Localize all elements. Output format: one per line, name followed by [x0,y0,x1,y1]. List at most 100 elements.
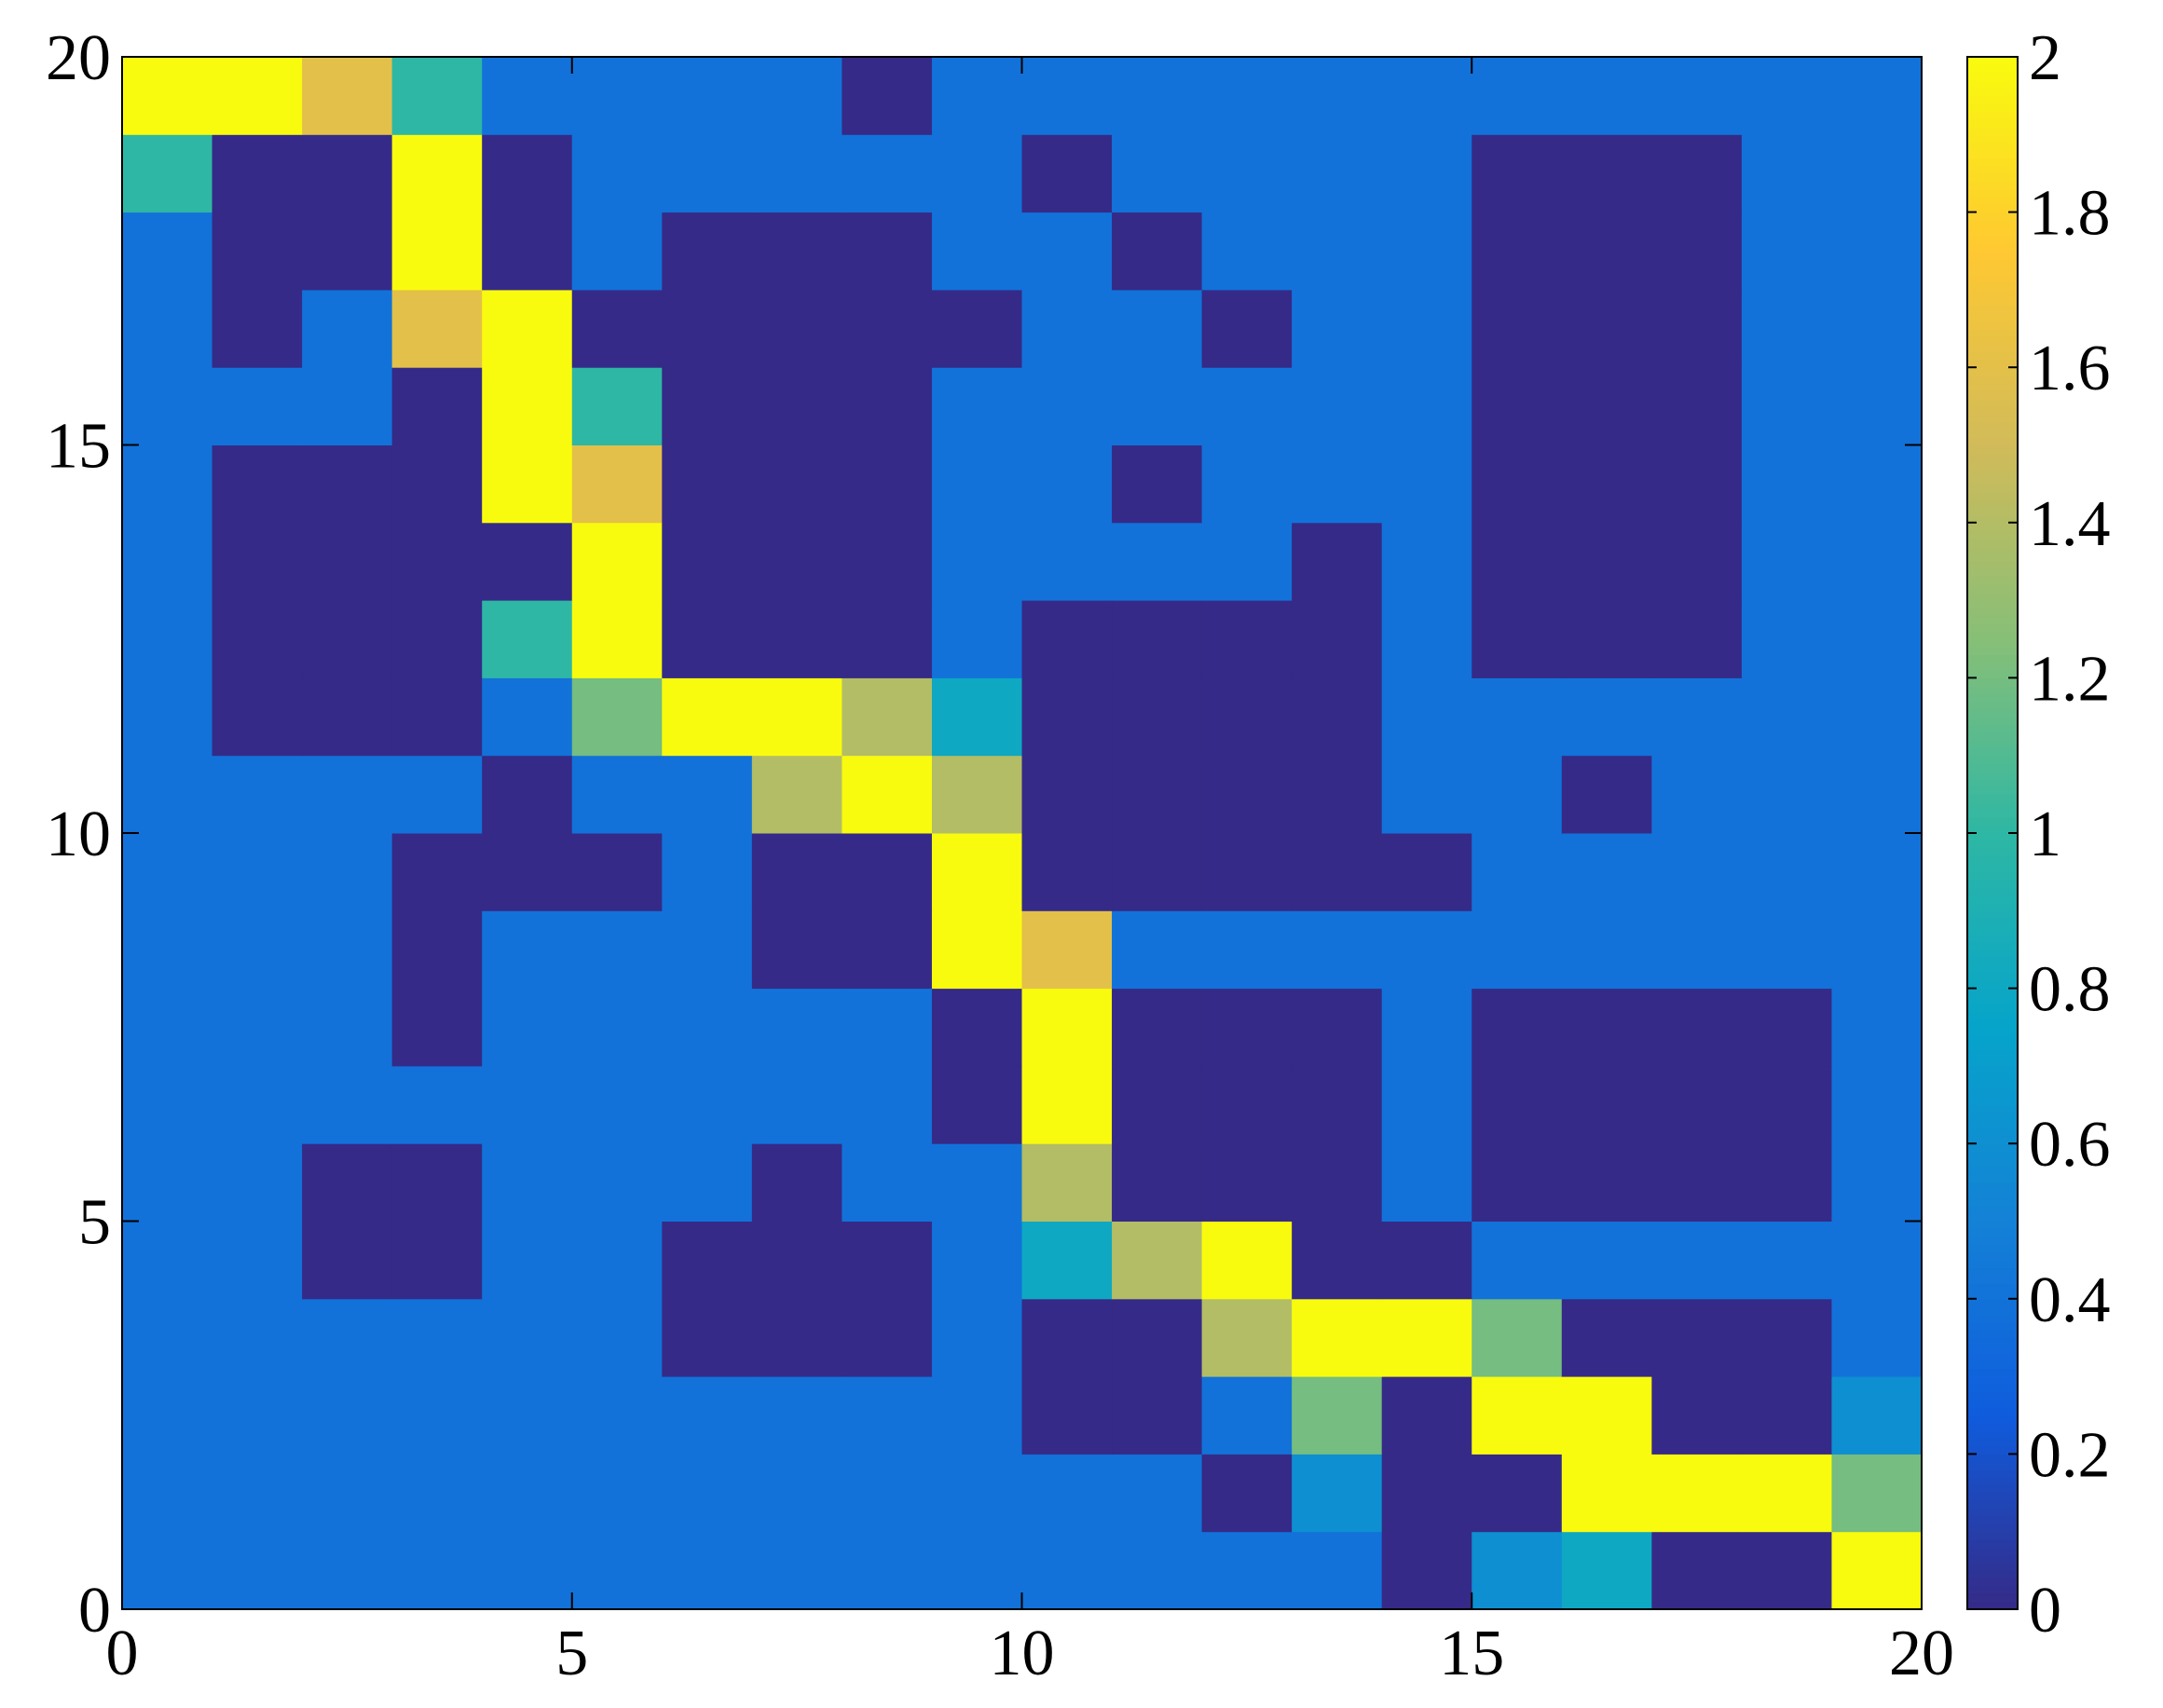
heatmap-cell [1292,134,1383,213]
heatmap-cell [751,134,842,213]
heatmap-cell [391,1065,483,1144]
colorbar-segment [1967,717,2018,725]
colorbar-segment [1967,172,2018,182]
colorbar-segment [1967,833,2018,841]
heatmap-cell [122,212,213,291]
colorbar-segment [1967,584,2018,594]
heatmap-cell [1741,1298,1832,1377]
heatmap-cell [122,833,213,911]
heatmap-cell [1561,1531,1652,1610]
heatmap-cell [1561,57,1652,135]
heatmap-cell [662,367,753,445]
heatmap-cell [571,1065,663,1144]
colorbar-segment [1967,266,2018,275]
colorbar-segment [1967,1563,2018,1571]
colorbar-segment [1967,1454,2018,1463]
colorbar-segment [1967,1531,2018,1540]
heatmap-cell [1021,1143,1113,1222]
x-tick-label: 20 [1889,1618,1954,1689]
colorbar-segment [1967,848,2018,857]
heatmap-cell [482,212,573,291]
colorbar-segment [1967,111,2018,120]
heatmap-cell [571,1376,663,1455]
colorbar-segment [1967,545,2018,554]
heatmap-cell [302,833,393,911]
heatmap-cell [122,677,213,757]
heatmap-cell [842,833,933,911]
heatmap-cell [1112,910,1203,990]
heatmap-cell [122,1143,213,1222]
heatmap-cell [1381,1143,1472,1222]
heatmap-cell [931,1454,1022,1533]
heatmap-cell [1741,1531,1832,1610]
heatmap-cell [1741,677,1832,757]
colorbar-segment [1967,654,2018,663]
colorbar-segment [1967,1205,2018,1214]
heatmap-cell [662,1376,753,1455]
heatmap-cell [302,212,393,291]
heatmap-cell [1651,522,1743,601]
colorbar-segment [1967,871,2018,881]
colorbar-segment [1967,941,2018,950]
y-tick-label: 20 [46,22,111,94]
colorbar-segment [1967,1345,2018,1354]
heatmap-cell [482,600,573,678]
heatmap-cell [842,600,933,678]
heatmap-cell [122,1454,213,1533]
heatmap-cell [1021,1454,1113,1533]
heatmap-cell [571,755,663,834]
heatmap-cell [571,1531,663,1610]
heatmap-cell [842,1143,933,1222]
heatmap-cell [1021,134,1113,213]
colorbar-segment [1967,312,2018,321]
colorbar-segment [1967,375,2018,384]
heatmap-cell [571,522,663,601]
heatmap-cell [751,212,842,291]
heatmap-cell [1561,1065,1652,1144]
x-tick-label: 15 [1439,1618,1504,1689]
colorbar-segment [1967,475,2018,485]
heatmap-cell [1201,1531,1293,1610]
colorbar-segment [1967,895,2018,904]
y-tick-label: 15 [46,411,111,483]
colorbar-segment [1967,251,2018,260]
colorbar-segment [1967,1237,2018,1246]
heatmap-cell [122,1065,213,1144]
colorbar-segment [1967,390,2018,400]
heatmap-cell [482,522,573,601]
heatmap-cell [1292,1143,1383,1222]
colorbar-segment [1967,1058,2018,1067]
heatmap-cell [1021,755,1113,834]
heatmap-cell [302,522,393,601]
heatmap-cell [391,833,483,911]
colorbar-segment [1967,452,2018,461]
colorbar-segment [1967,592,2018,601]
heatmap-cell [1651,1376,1743,1455]
heatmap-cell [1831,1454,1923,1533]
heatmap-cell [842,522,933,601]
heatmap-cell [1831,833,1923,911]
heatmap-cell [1292,1065,1383,1144]
colorbar-segment [1967,328,2018,337]
heatmap-cell [931,1376,1022,1455]
heatmap-cell [482,57,573,135]
heatmap-cell [1381,1376,1472,1455]
heatmap-cell [1651,833,1743,911]
heatmap-cell [391,910,483,990]
heatmap-cell [1561,677,1652,757]
heatmap-cell [1112,833,1203,911]
heatmap-cell [751,755,842,834]
heatmap-cell [931,600,1022,678]
colorbar-segment [1967,1267,2018,1277]
heatmap-cell [1381,755,1472,834]
heatmap-cell [751,677,842,757]
heatmap-cell [1112,134,1203,213]
heatmap-cell [212,134,303,213]
heatmap-cell [1381,677,1472,757]
heatmap-cell [1292,755,1383,834]
heatmap-cell [1201,1143,1293,1222]
heatmap-cell [1021,1065,1113,1144]
colorbar-segment [1967,530,2018,540]
colorbar-segment [1967,1601,2018,1610]
colorbar-segment [1967,972,2018,981]
